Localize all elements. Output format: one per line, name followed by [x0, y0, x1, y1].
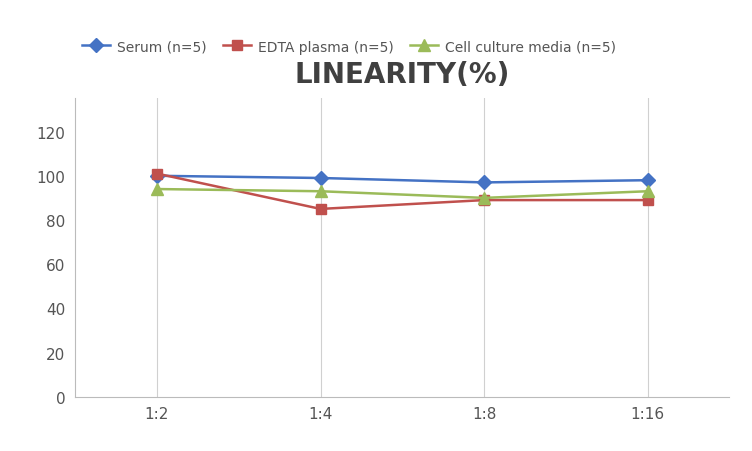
Cell culture media (n=5)	[316, 189, 325, 194]
Cell culture media (n=5)	[480, 196, 489, 201]
EDTA plasma (n=5)	[480, 198, 489, 203]
Cell culture media (n=5)	[643, 189, 652, 194]
EDTA plasma (n=5)	[153, 171, 162, 177]
EDTA plasma (n=5)	[316, 207, 325, 212]
Serum (n=5)	[643, 178, 652, 184]
Serum (n=5)	[316, 176, 325, 181]
Cell culture media (n=5)	[153, 187, 162, 192]
EDTA plasma (n=5)	[643, 198, 652, 203]
Serum (n=5)	[480, 180, 489, 186]
Serum (n=5)	[153, 174, 162, 179]
Line: Serum (n=5): Serum (n=5)	[152, 171, 653, 188]
Line: Cell culture media (n=5): Cell culture media (n=5)	[151, 184, 653, 204]
Line: EDTA plasma (n=5): EDTA plasma (n=5)	[152, 169, 653, 214]
Legend: Serum (n=5), EDTA plasma (n=5), Cell culture media (n=5): Serum (n=5), EDTA plasma (n=5), Cell cul…	[82, 41, 616, 55]
Title: LINEARITY(%): LINEARITY(%)	[295, 60, 510, 88]
